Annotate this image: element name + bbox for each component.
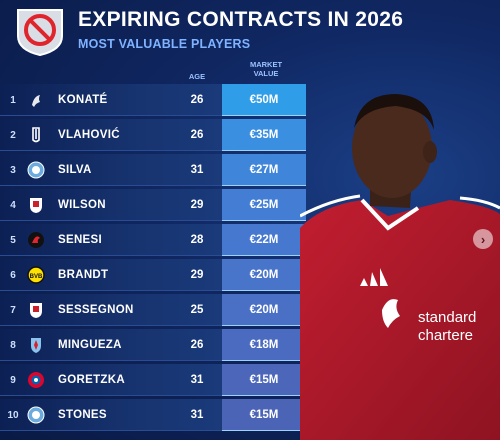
player-age: 29: [190, 199, 204, 211]
table-row: 10 STONES 31 €15M: [0, 398, 308, 432]
market-value-cell: €20M: [222, 294, 306, 326]
table-row: 2 VLAHOVIĆ 26 €35M: [0, 118, 308, 152]
market-value-cell: €15M: [222, 364, 306, 396]
market-value: €20M: [249, 303, 279, 316]
liverpool-crest-icon: [27, 91, 45, 109]
player-name: MINGUEZA: [58, 339, 122, 351]
market-value: €15M: [249, 408, 279, 421]
market-value: €20M: [249, 268, 279, 281]
rank-number: 3: [10, 164, 16, 176]
player-name: GORETZKA: [58, 374, 125, 386]
fulham-crest-icon: [27, 196, 45, 214]
player-name: STONES: [58, 409, 107, 421]
juventus-crest-icon: [27, 126, 45, 144]
sponsor-line1: standard: [418, 309, 476, 326]
rank-number: 1: [10, 94, 16, 106]
table-row: 9 GORETZKA 31 €15M: [0, 363, 308, 397]
rank-number: 5: [10, 234, 16, 246]
bournemouth-crest-icon: [27, 231, 45, 249]
market-value-cell: €50M: [222, 84, 306, 116]
rank-number: 9: [10, 374, 16, 386]
table-row: 5 SENESI 28 €22M: [0, 223, 308, 257]
table-row: 1 KONATÉ 26 €50M: [0, 83, 308, 117]
player-age: 31: [190, 164, 204, 176]
player-age: 31: [190, 374, 204, 386]
table-row: 4 WILSON 29 €25M: [0, 188, 308, 222]
player-age: 25: [190, 304, 204, 316]
player-age: 29: [190, 269, 204, 281]
row-background: [0, 84, 222, 116]
celta-crest-icon: [27, 336, 45, 354]
bayern-crest-icon: [27, 371, 45, 389]
player-name: SILVA: [58, 164, 92, 176]
man-city-crest-icon: [27, 406, 45, 424]
man-city-crest-icon: [27, 161, 45, 179]
player-age: 26: [190, 94, 204, 106]
player-photo: standard chartere: [300, 94, 500, 440]
market-value: €18M: [249, 338, 279, 351]
rank-number: 7: [10, 304, 16, 316]
player-name: BRANDT: [58, 269, 109, 281]
table-row: 8 MINGUEZA 26 €18M: [0, 328, 308, 362]
rank-number: 8: [10, 339, 16, 351]
rank-number: 6: [10, 269, 16, 281]
market-value-header-line1: MARKET: [249, 60, 283, 69]
page-subtitle: MOST VALUABLE PLAYERS: [78, 37, 251, 51]
svg-text:BVB: BVB: [30, 274, 43, 280]
market-value-cell: €15M: [222, 399, 306, 431]
table-row: 6 BVB BRANDT 29 €20M: [0, 258, 308, 292]
rank-number: 2: [10, 129, 16, 141]
next-arrow-icon[interactable]: ›: [473, 229, 493, 249]
market-value: €50M: [249, 93, 279, 106]
player-age: 26: [190, 129, 204, 141]
player-name: KONATÉ: [58, 94, 108, 106]
player-age: 31: [190, 409, 204, 421]
fulham-crest-icon: [27, 301, 45, 319]
market-value-cell: €20M: [222, 259, 306, 291]
market-value: €27M: [249, 163, 279, 176]
player-name: SENESI: [58, 234, 102, 246]
player-age: 28: [190, 234, 204, 246]
market-value-cell: €35M: [222, 119, 306, 151]
market-value-cell: €18M: [222, 329, 306, 361]
rank-number: 4: [10, 199, 16, 211]
row-background: [0, 224, 222, 256]
market-value: €15M: [249, 373, 279, 386]
rank-number: 10: [7, 409, 19, 421]
market-value: €35M: [249, 128, 279, 141]
row-background: [0, 119, 222, 151]
dortmund-crest-icon: BVB: [27, 266, 45, 284]
market-value-cell: €25M: [222, 189, 306, 221]
players-table: 1 KONATÉ 26 €50M 2 VLAHOVIĆ 26 €35M 3 SILVA 31 €27M…: [0, 83, 308, 433]
player-age: 26: [190, 339, 204, 351]
market-value: €22M: [249, 233, 279, 246]
no-entry-badge-icon: [17, 9, 63, 56]
player-name: VLAHOVIĆ: [58, 129, 120, 141]
page-title: EXPIRING CONTRACTS IN 2026: [78, 8, 404, 31]
market-value-header-line2: VALUE: [253, 69, 279, 78]
age-column-header: AGE: [188, 72, 206, 81]
market-value-column-header: MARKET VALUE: [226, 60, 306, 78]
market-value: €25M: [249, 198, 279, 211]
player-name: SESSEGNON: [58, 304, 134, 316]
market-value-cell: €22M: [222, 224, 306, 256]
table-row: 7 SESSEGNON 25 €20M: [0, 293, 308, 327]
player-name: WILSON: [58, 199, 106, 211]
market-value-cell: €27M: [222, 154, 306, 186]
table-row: 3 SILVA 31 €27M: [0, 153, 308, 187]
sponsor-line2: chartere: [418, 327, 473, 344]
